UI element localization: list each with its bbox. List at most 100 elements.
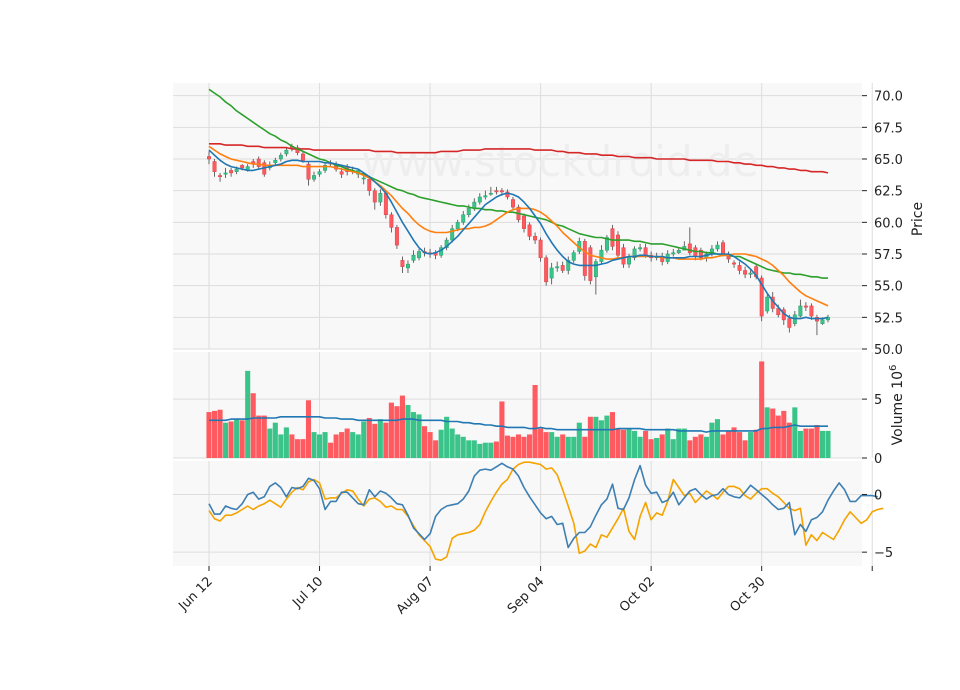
candle-down bbox=[306, 163, 311, 180]
candle-up bbox=[317, 171, 322, 175]
candle-up bbox=[411, 255, 416, 261]
volume-bar bbox=[637, 436, 643, 458]
volume-bar bbox=[416, 414, 422, 458]
volume-bar bbox=[521, 436, 527, 458]
candle-down bbox=[505, 191, 510, 198]
indicator-marks bbox=[208, 461, 884, 562]
volume-bar bbox=[632, 430, 638, 458]
price-tick-label: 70.0 bbox=[874, 90, 903, 105]
volume-bar bbox=[532, 384, 538, 458]
candle-up bbox=[378, 192, 383, 203]
watermark: www.stockdroid.de bbox=[362, 137, 759, 186]
volume-bar bbox=[283, 427, 289, 458]
volume-bar bbox=[692, 436, 698, 458]
price-tick-label: 55.0 bbox=[874, 280, 903, 295]
candle-down bbox=[809, 305, 814, 317]
volume-bar bbox=[593, 416, 599, 458]
candle-down bbox=[389, 214, 394, 228]
candle-up bbox=[461, 214, 466, 223]
candle-up bbox=[323, 165, 328, 171]
x-tick-label: Oct 02 bbox=[617, 574, 658, 615]
volume-bar bbox=[444, 416, 450, 458]
candle-up bbox=[466, 208, 471, 215]
volume-bar bbox=[543, 432, 549, 458]
volume-bar bbox=[781, 410, 787, 458]
price-tick-label: 60.0 bbox=[874, 216, 903, 231]
volume-bar bbox=[825, 430, 831, 458]
candle-up bbox=[278, 154, 283, 160]
volume-bar bbox=[515, 434, 522, 458]
candle-down bbox=[737, 265, 742, 271]
candle-up bbox=[284, 149, 289, 155]
volume-bar bbox=[499, 401, 505, 458]
volume-bar bbox=[775, 415, 781, 458]
volume-bar bbox=[272, 422, 278, 458]
candle-up bbox=[455, 222, 460, 229]
candle-down bbox=[610, 228, 615, 247]
volume-bar bbox=[399, 395, 405, 458]
volume-bar bbox=[477, 443, 483, 458]
x-tick-label: Oct 30 bbox=[727, 574, 768, 615]
volume-bar bbox=[394, 406, 400, 458]
volume-bar bbox=[792, 407, 798, 458]
volume-bar bbox=[626, 428, 632, 458]
volume-bar bbox=[643, 430, 649, 458]
candle-up bbox=[477, 196, 482, 203]
volume-bar bbox=[587, 416, 593, 458]
candle-down bbox=[621, 247, 626, 265]
volume-bar bbox=[422, 426, 428, 458]
volume-bar bbox=[377, 419, 383, 458]
volume-bar bbox=[433, 440, 439, 458]
volume-bar bbox=[510, 436, 516, 458]
price-tick-label: 57.5 bbox=[874, 248, 903, 263]
candle-up bbox=[604, 237, 609, 251]
volume-bar bbox=[770, 408, 776, 458]
candle-up bbox=[671, 252, 676, 255]
price-tick-label: 62.5 bbox=[874, 185, 903, 200]
candle-down bbox=[256, 158, 261, 167]
price-tick-label: 50.0 bbox=[874, 343, 903, 358]
volume-bar bbox=[355, 434, 361, 458]
volume-bar bbox=[759, 361, 765, 458]
candle-up bbox=[488, 192, 493, 195]
candle-up bbox=[599, 249, 604, 262]
volume-marks bbox=[206, 361, 831, 458]
volume-bar bbox=[615, 428, 621, 458]
volume-bar bbox=[278, 434, 284, 458]
volume-bar bbox=[455, 434, 461, 458]
volume-bar bbox=[504, 435, 510, 458]
candle-up bbox=[223, 172, 228, 175]
volume-bar bbox=[814, 425, 820, 458]
volume-bar bbox=[604, 415, 610, 458]
candle-down bbox=[400, 260, 405, 267]
volume-bar bbox=[267, 428, 273, 458]
candle-down bbox=[499, 190, 504, 193]
volume-bar bbox=[803, 428, 809, 458]
indicator-tick-label: 0 bbox=[874, 488, 882, 503]
volume-bar bbox=[560, 434, 566, 458]
candle-up bbox=[273, 160, 278, 164]
volume-bar bbox=[703, 436, 709, 458]
candle-up bbox=[555, 266, 560, 269]
volume-bar bbox=[305, 400, 312, 458]
volume-bar bbox=[366, 417, 372, 458]
candle-down bbox=[787, 318, 792, 328]
candle-down bbox=[616, 234, 620, 256]
candle-down bbox=[721, 242, 725, 255]
candle-up bbox=[632, 248, 637, 259]
candle-up bbox=[234, 168, 239, 172]
volume-bar bbox=[261, 415, 267, 458]
volume-bar bbox=[383, 422, 389, 458]
volume-bar bbox=[648, 439, 654, 458]
volume-bar bbox=[571, 436, 577, 458]
volume-bar bbox=[256, 415, 262, 458]
candle-up bbox=[798, 305, 803, 317]
volume-bar bbox=[245, 370, 251, 458]
volume-bar bbox=[731, 427, 737, 458]
volume-bar bbox=[659, 434, 665, 458]
candle-down bbox=[732, 262, 737, 265]
candle-down bbox=[759, 277, 764, 317]
candle-up bbox=[593, 261, 598, 278]
x-tick-label: Jul 10 bbox=[289, 574, 326, 611]
sma-blue-line bbox=[208, 149, 829, 320]
